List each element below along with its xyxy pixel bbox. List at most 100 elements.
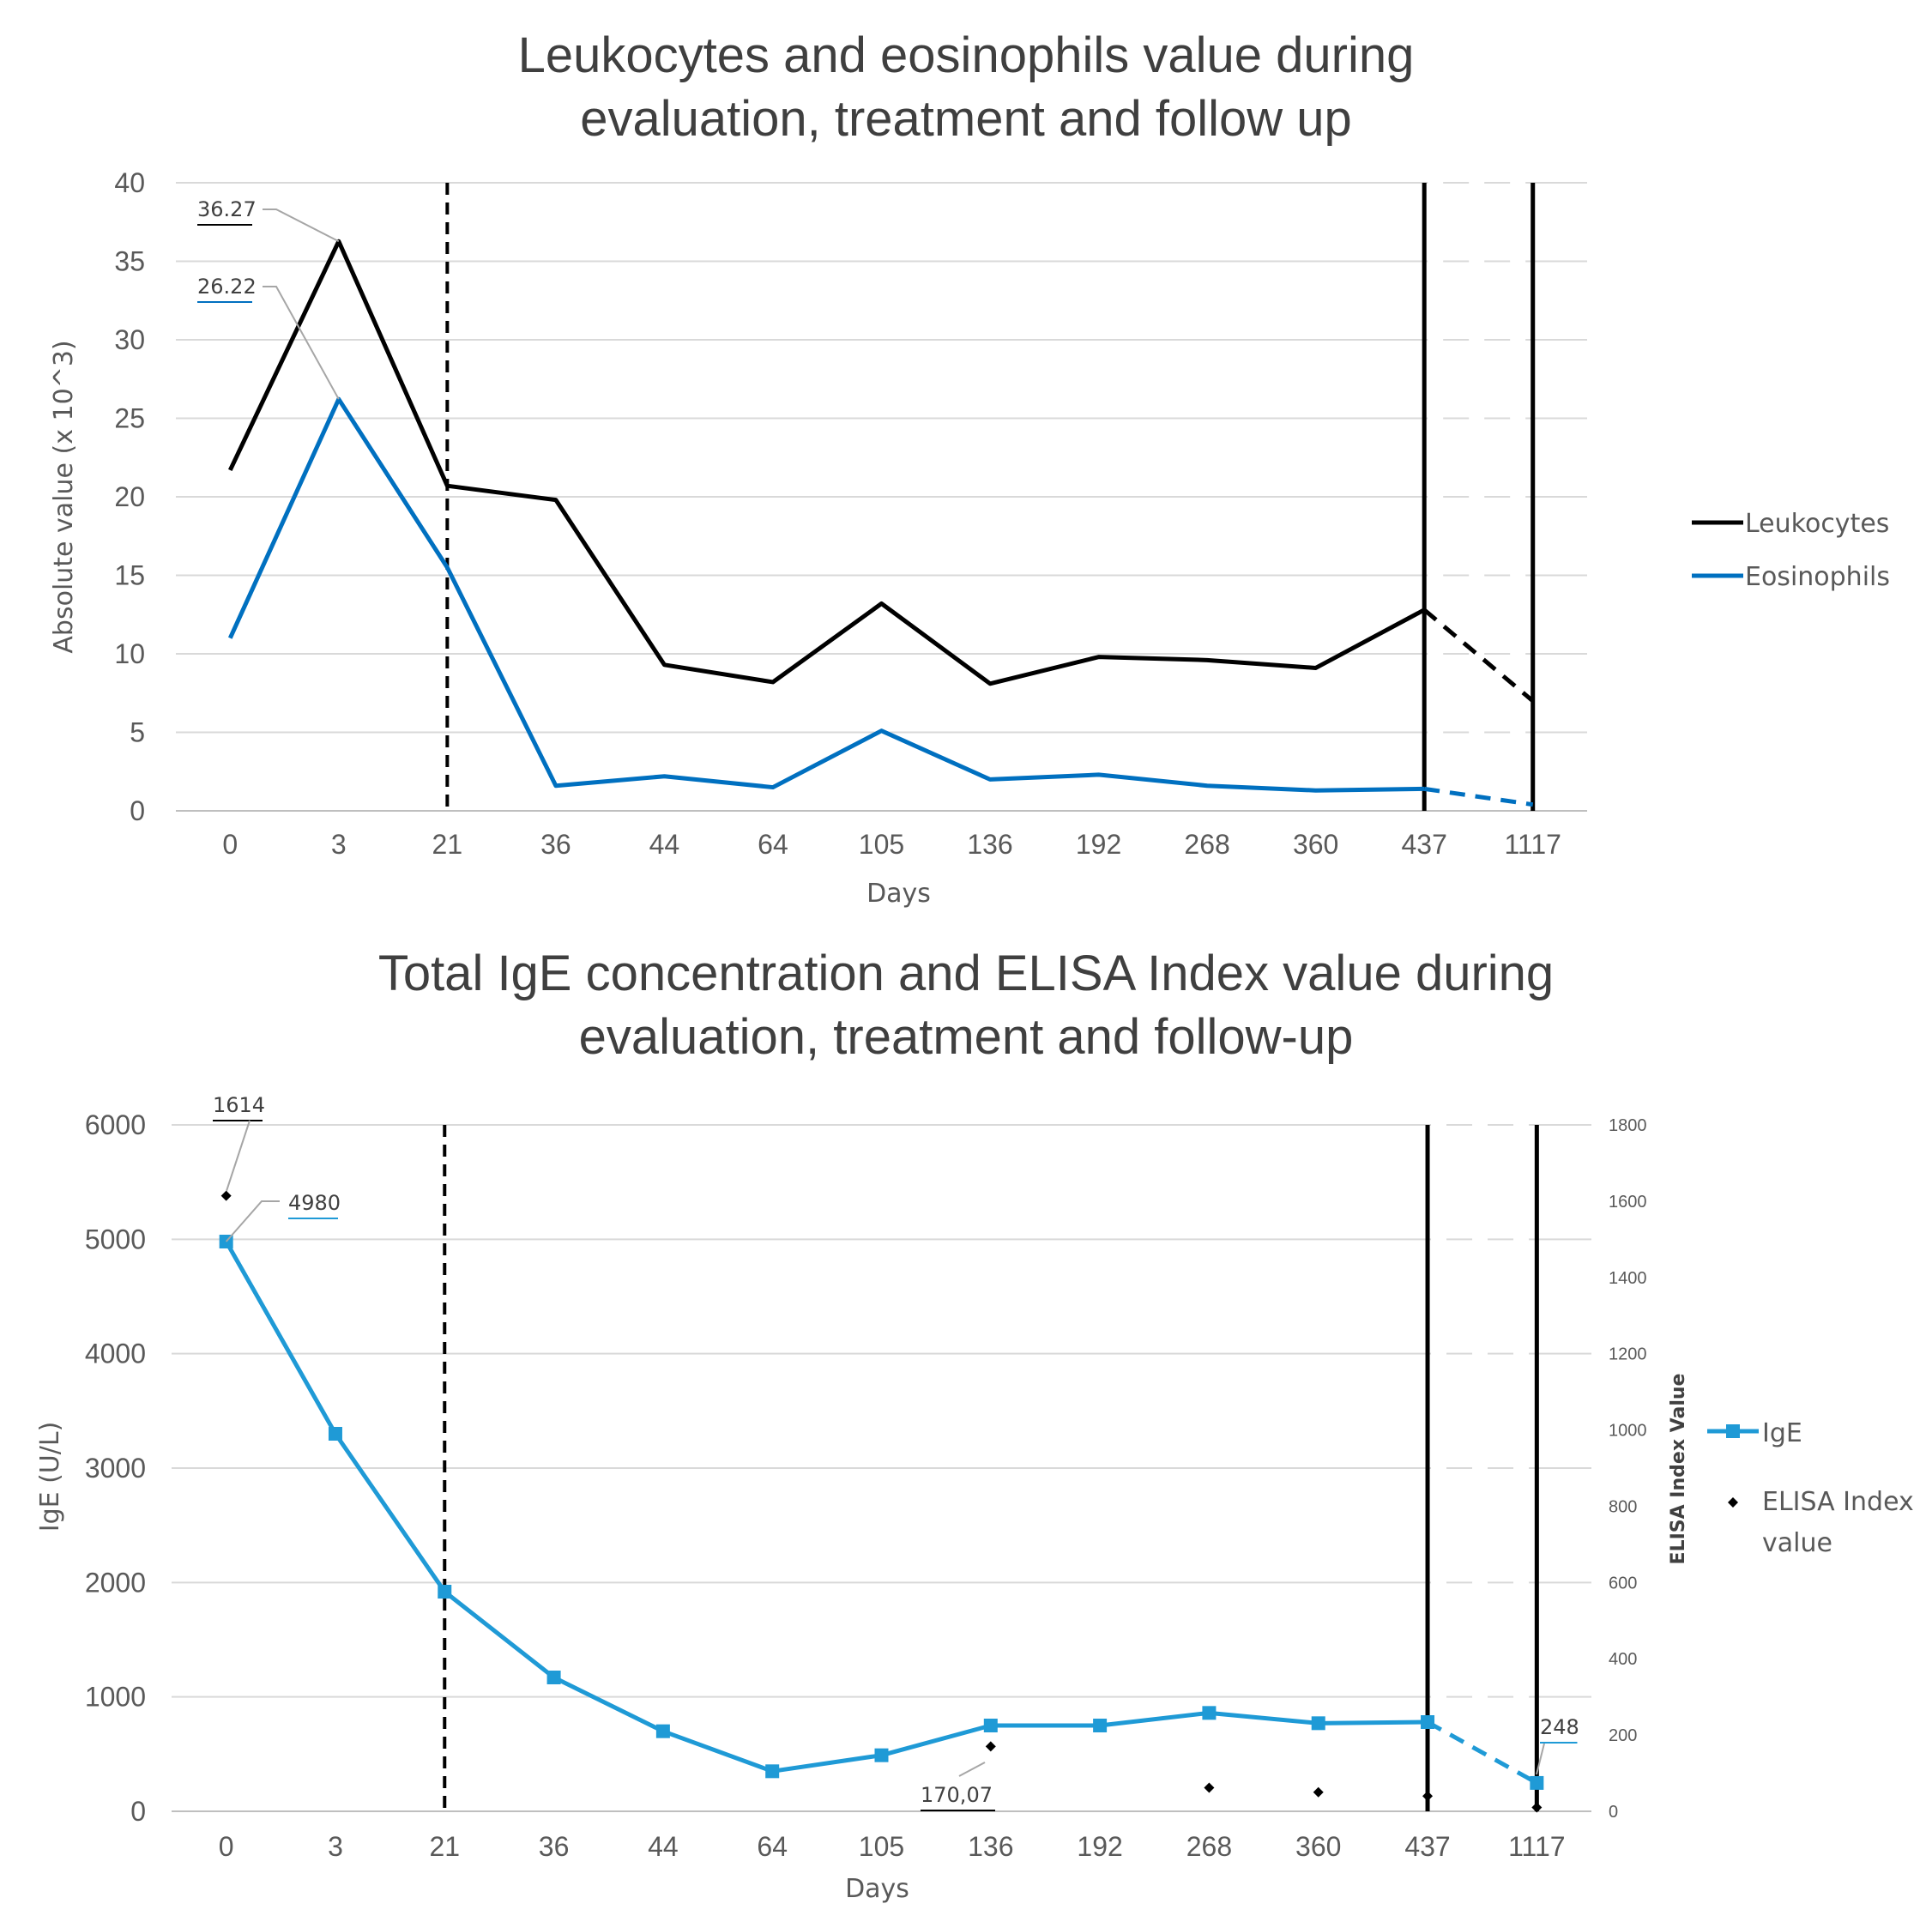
y-tick-label: 35 (114, 246, 145, 277)
elisa-marker (220, 1190, 232, 1201)
elisa-marker (1204, 1782, 1215, 1793)
y-tick-label: 5 (130, 717, 145, 748)
y-tick-label: 2000 (85, 1567, 146, 1598)
chart-1-leukocytes-eosinophils: 0 5 10 15 20 25 30 35 40 0 3 21 36 44 64 105 136 192 268 36… (49, 167, 1890, 909)
x-tick-label: 360 (1293, 829, 1338, 860)
y-axis-title: IgE (U/L) (35, 1422, 65, 1532)
legend-marker-elisa (1728, 1497, 1738, 1508)
series-line-dashed-leukocytes (1422, 607, 1535, 703)
ige-marker (438, 1585, 452, 1599)
x-tick-label: 0 (219, 1831, 234, 1862)
y2-tick-label: 0 (1609, 1803, 1618, 1822)
y2-tick-label: 600 (1609, 1574, 1637, 1593)
chart-2-title-line-2: evaluation, treatment and follow-up (578, 1009, 1354, 1065)
ige-marker (328, 1427, 342, 1441)
data-label-leader (263, 286, 340, 400)
x-tick-label: 268 (1186, 1831, 1232, 1862)
y-tick-label: 20 (114, 481, 145, 512)
y-tick-label: 40 (114, 167, 145, 198)
data-label-leader (1536, 1743, 1545, 1775)
chart-1-title-line-1: Leukocytes and eosinophils value during (517, 27, 1415, 83)
data-label-eosinophils: 26.22 (197, 275, 257, 299)
data-label-leader (263, 209, 340, 243)
chart-1-title: Leukocytes and eosinophils value during … (0, 24, 1932, 151)
ige-marker (1530, 1775, 1544, 1790)
legend-label-ige: IgE (1762, 1418, 1802, 1448)
y2-tick-label: 1200 (1609, 1345, 1647, 1364)
series-line-dashed-ige (1426, 1719, 1538, 1786)
x-tick-label: 192 (1076, 829, 1121, 860)
ige-marker (546, 1671, 561, 1684)
y-axis-title: Absolute value (x 10^3) (49, 340, 79, 653)
x-axis-title: Days (845, 1874, 909, 1904)
data-label: 1614 (213, 1093, 265, 1117)
y2-tick-label: 400 (1609, 1650, 1637, 1669)
x-tick-label: 44 (648, 1831, 679, 1862)
x-tick-label: 437 (1401, 829, 1446, 860)
x-tick-label: 105 (859, 1831, 904, 1862)
y-tick-label: 6000 (85, 1109, 146, 1140)
x-tick-label: 268 (1184, 829, 1229, 860)
data-label-leader (226, 1120, 251, 1192)
y2-tick-label: 200 (1609, 1726, 1637, 1745)
ige-marker (874, 1748, 889, 1762)
y2-tick-label: 1600 (1609, 1193, 1647, 1212)
x-tick-label: 1117 (1508, 1831, 1565, 1862)
ige-marker (1311, 1716, 1325, 1731)
ige-marker (655, 1724, 670, 1738)
x-tick-label: 21 (432, 829, 463, 860)
x-tick-label: 105 (859, 829, 904, 860)
elisa-marker (985, 1741, 996, 1752)
legend-label-leukocytes: Leukocytes (1745, 509, 1889, 539)
x-tick-label: 437 (1404, 1831, 1450, 1862)
ige-marker (1093, 1719, 1108, 1732)
series-line-eosinophils (227, 396, 1425, 793)
x-tick-label: 136 (968, 1831, 1013, 1862)
x-tick-label: 0 (222, 829, 238, 860)
x-tick-label: 21 (429, 1831, 460, 1862)
x-axis-title: Days (866, 879, 931, 909)
series-line-leukocytes (228, 239, 1426, 686)
ige-marker (1202, 1706, 1217, 1720)
series-line-dashed-eosinophils (1423, 786, 1534, 807)
ige-marker (983, 1719, 998, 1732)
data-label-leader (958, 1762, 986, 1777)
x-tick-label: 136 (967, 829, 1012, 860)
y-tick-label: 3000 (85, 1453, 146, 1484)
y-tick-label: 25 (114, 403, 145, 434)
ige-marker (219, 1235, 233, 1248)
elisa-marker (1531, 1802, 1543, 1813)
elisa-marker (1313, 1786, 1324, 1798)
x-tick-label: 36 (540, 829, 571, 860)
x-tick-label: 36 (539, 1831, 570, 1862)
y-tick-label: 0 (130, 795, 145, 826)
y-tick-label: 30 (114, 324, 145, 355)
y-tick-label: 1000 (85, 1682, 146, 1713)
data-label-leader (225, 1200, 280, 1242)
chart-1-title-line-2: evaluation, treatment and follow up (580, 91, 1352, 147)
x-tick-label: 360 (1295, 1831, 1341, 1862)
chart-2-title: Total IgE concentration and ELISA Index … (0, 942, 1932, 1069)
x-tick-label: 64 (758, 829, 788, 860)
x-tick-label: 1117 (1505, 829, 1561, 860)
y-tick-label: 0 (130, 1796, 146, 1827)
x-tick-label: 192 (1077, 1831, 1122, 1862)
y2-tick-label: 1800 (1609, 1116, 1647, 1135)
y2-tick-label: 1400 (1609, 1269, 1647, 1288)
y2-axis-title: ELISA Index Value (1668, 1374, 1689, 1565)
legend-label-elisa: ELISA Index value (1762, 1487, 1914, 1558)
legend-label-eosinophils: Eosinophils (1745, 562, 1890, 592)
ige-marker (765, 1764, 780, 1779)
y2-tick-label: 800 (1609, 1497, 1637, 1516)
chart-2-title-line-1: Total IgE concentration and ELISA Index … (377, 946, 1555, 1001)
x-tick-label: 64 (757, 1831, 788, 1862)
x-tick-label: 44 (649, 829, 680, 860)
y-tick-label: 5000 (85, 1224, 146, 1254)
y-tick-label: 15 (114, 560, 145, 591)
legend-marker-ige (1726, 1424, 1740, 1438)
series-line-ige (224, 1240, 1428, 1774)
y-tick-label: 10 (114, 638, 145, 669)
x-tick-label: 3 (328, 1831, 343, 1862)
data-label: 248 (1540, 1715, 1579, 1739)
ige-marker (1421, 1715, 1435, 1729)
